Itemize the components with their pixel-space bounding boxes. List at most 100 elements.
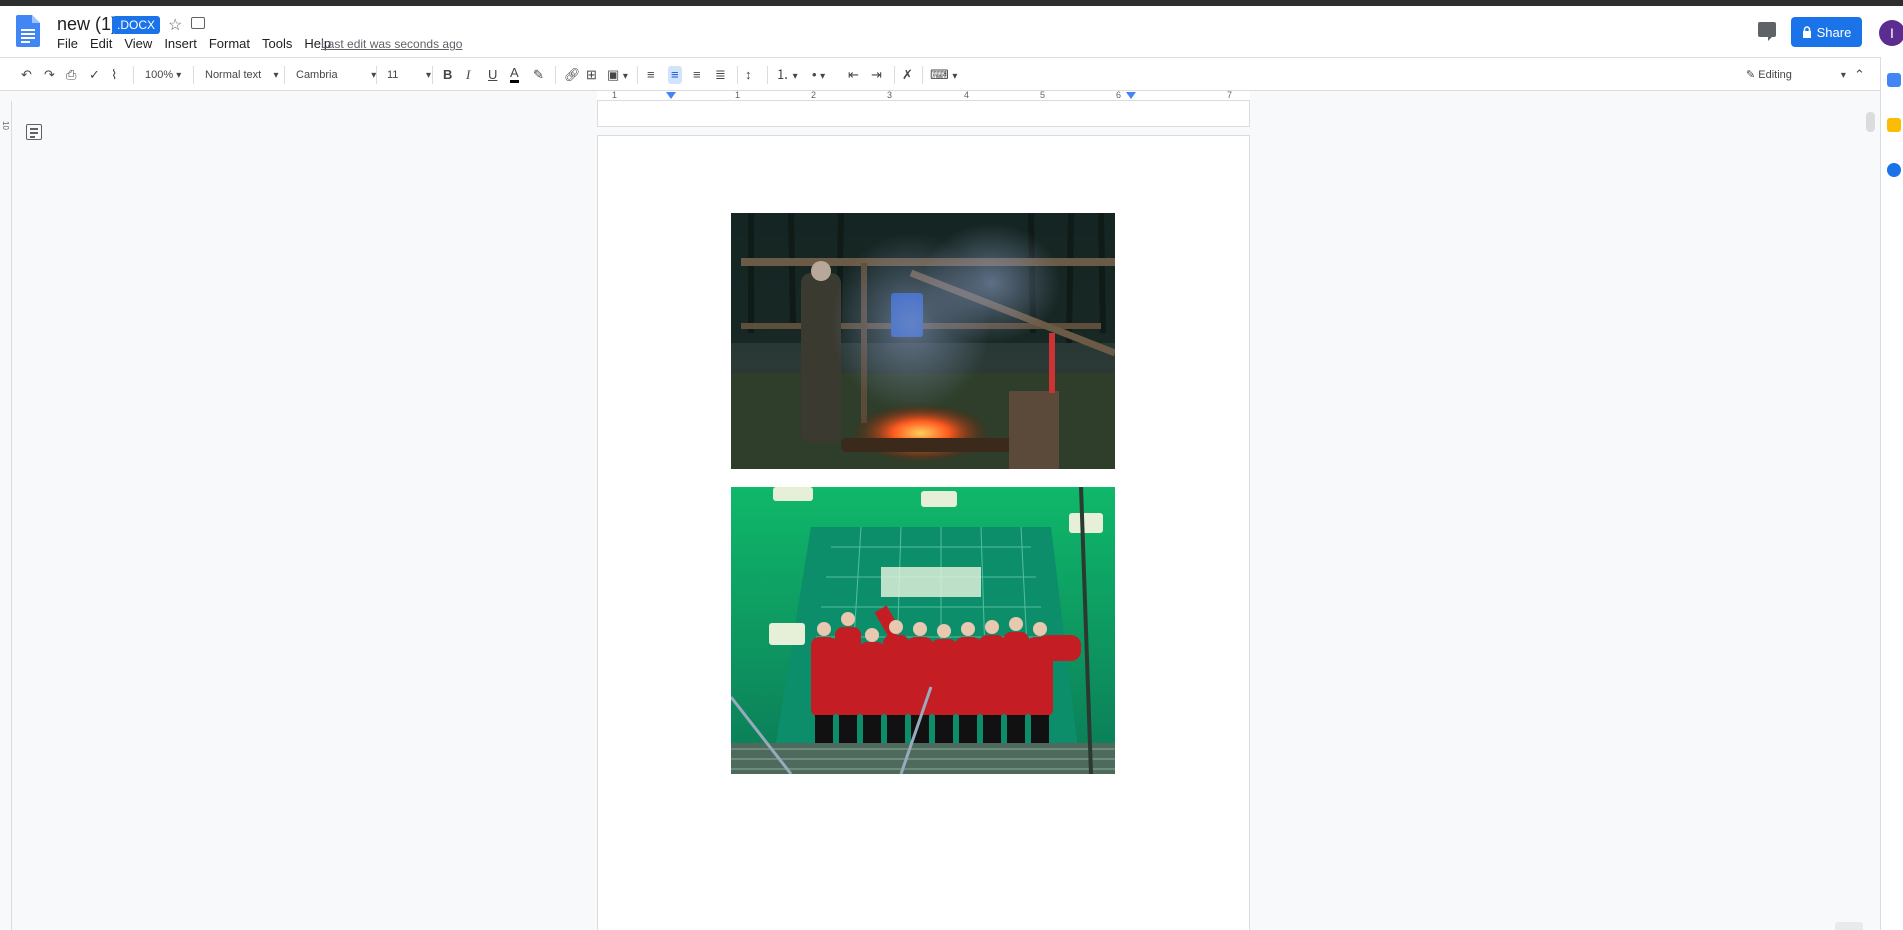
line-spacing-icon[interactable]: ↕ xyxy=(745,67,752,82)
ruler-number: 7 xyxy=(1227,90,1233,100)
docs-logo-icon[interactable] xyxy=(16,15,40,47)
left-indent-marker[interactable] xyxy=(666,92,676,99)
calendar-icon[interactable] xyxy=(1887,73,1901,87)
underline-button[interactable]: U xyxy=(488,67,498,82)
document-outline-icon[interactable] xyxy=(26,124,42,140)
right-indent-marker[interactable] xyxy=(1126,92,1136,99)
align-right-icon[interactable]: ≡ xyxy=(693,67,701,82)
undo-icon[interactable]: ↶ xyxy=(21,67,32,82)
divider xyxy=(637,66,638,84)
chevron-down-icon: ▾ xyxy=(622,71,628,82)
editing-mode-select[interactable]: ✎ Editing ▾ xyxy=(1746,66,1846,84)
scrollbar-thumb[interactable] xyxy=(1866,112,1875,132)
divider xyxy=(922,66,923,84)
decrease-indent-icon[interactable]: ⇤ xyxy=(848,67,859,82)
menu-file[interactable]: File xyxy=(57,36,78,51)
last-edit-link[interactable]: Last edit was seconds ago xyxy=(321,37,463,51)
clear-formatting-icon[interactable]: ✗ xyxy=(902,67,913,82)
ruler-number: 5 xyxy=(1040,90,1046,100)
header: new (1) .DOCX ☆ File Edit View Insert Fo… xyxy=(0,6,1903,57)
divider xyxy=(894,66,895,84)
menu-format[interactable]: Format xyxy=(208,36,250,51)
ruler-number: 6 xyxy=(1116,90,1122,100)
avatar[interactable]: I xyxy=(1879,20,1903,46)
spellcheck-icon[interactable]: ✓ xyxy=(89,67,100,82)
toolbar: ↶ ↷ ⎙ ✓ ⌇ 100% ▾ Normal text ▾ Cambria ▾… xyxy=(0,57,1903,91)
side-panel xyxy=(1880,57,1903,930)
zoom-select[interactable]: 100% ▾ xyxy=(145,66,181,84)
move-folder-icon[interactable] xyxy=(191,17,205,29)
horizontal-ruler[interactable]: 1 1 2 3 4 5 6 7 xyxy=(597,90,1250,101)
divider xyxy=(767,66,768,84)
docx-badge: .DOCX xyxy=(112,16,161,34)
top-strip xyxy=(0,0,1903,6)
font-value: Cambria xyxy=(296,69,338,81)
divider xyxy=(133,66,134,84)
ruler-number: 10 xyxy=(1,121,10,130)
keep-icon[interactable] xyxy=(1887,118,1901,132)
redo-icon[interactable]: ↷ xyxy=(44,67,55,82)
align-left-icon[interactable]: ≡ xyxy=(647,67,655,82)
menu-view[interactable]: View xyxy=(124,36,153,51)
font-select[interactable]: Cambria ▾ xyxy=(296,66,376,84)
menu-bar: File Edit View Insert Format Tools Help xyxy=(57,36,343,51)
star-icon[interactable]: ☆ xyxy=(168,17,183,34)
bold-button[interactable]: B xyxy=(443,67,453,82)
ruler-number: 1 xyxy=(735,90,741,100)
collapse-menus-icon[interactable]: ⌃ xyxy=(1854,67,1865,82)
ruler-number: 4 xyxy=(964,90,970,100)
chevron-down-icon: ▾ xyxy=(273,70,279,81)
divider xyxy=(432,66,433,84)
insert-image-icon[interactable]: ▣ ▾ xyxy=(607,67,628,82)
divider xyxy=(376,66,377,84)
chevron-down-icon: ▾ xyxy=(371,70,377,81)
style-select[interactable]: Normal text ▾ xyxy=(205,66,279,84)
chevron-down-icon: ▾ xyxy=(952,71,958,82)
italic-button[interactable]: I xyxy=(466,67,471,82)
group-photo-stadium[interactable] xyxy=(731,487,1115,774)
align-center-icon[interactable]: ≡ xyxy=(668,66,682,84)
chevron-down-icon: ▾ xyxy=(425,70,431,81)
menu-tools[interactable]: Tools xyxy=(262,36,293,51)
chevron-down-icon: ▾ xyxy=(176,70,182,81)
chevron-down-icon: ▾ xyxy=(792,71,798,82)
ruler-number: 2 xyxy=(811,90,817,100)
doc-title[interactable]: new (1) xyxy=(57,14,118,34)
increase-indent-icon[interactable]: ⇥ xyxy=(871,67,882,82)
comment-history-icon[interactable] xyxy=(1758,22,1776,41)
explore-button[interactable] xyxy=(1835,922,1863,930)
chevron-down-icon: ▾ xyxy=(820,71,826,82)
add-comment-icon[interactable]: ⊞ xyxy=(586,67,597,82)
menu-help[interactable]: Help xyxy=(304,36,332,51)
pencil-icon: ✎ xyxy=(1746,69,1756,81)
previous-page xyxy=(597,101,1250,127)
divider xyxy=(193,66,194,84)
divider xyxy=(737,66,738,84)
menu-edit[interactable]: Edit xyxy=(89,36,113,51)
font-size-select[interactable]: 11 ▾ xyxy=(387,66,431,84)
tasks-icon[interactable] xyxy=(1887,163,1901,177)
input-tools-icon[interactable]: ⌨ ▾ xyxy=(930,67,958,82)
lock-icon xyxy=(1802,26,1811,38)
text-color-button[interactable]: A xyxy=(510,66,519,83)
ruler-number: 3 xyxy=(887,90,893,100)
link-icon[interactable]: 🔗︎ xyxy=(564,67,581,82)
share-label: Share xyxy=(1816,24,1852,40)
menu-insert[interactable]: Insert xyxy=(164,36,197,51)
highlight-icon[interactable]: ✎ xyxy=(533,67,544,82)
bulleted-list-icon[interactable]: • ▾ xyxy=(812,67,826,82)
chevron-down-icon: ▾ xyxy=(1840,70,1846,81)
print-icon[interactable]: ⎙ xyxy=(66,67,77,82)
divider xyxy=(555,66,556,84)
zoom-value: 100% xyxy=(145,69,174,81)
campfire-photo[interactable] xyxy=(731,213,1115,469)
share-button[interactable]: Share xyxy=(1791,17,1862,47)
mode-value: Editing xyxy=(1758,69,1792,81)
divider xyxy=(284,66,285,84)
numbered-list-icon[interactable]: ⒈ ▾ xyxy=(776,67,798,82)
ruler-number: 1 xyxy=(612,90,618,100)
vertical-ruler[interactable]: 10 xyxy=(0,101,12,930)
paint-format-icon[interactable]: ⌇ xyxy=(111,67,118,82)
align-justify-icon[interactable]: ≣ xyxy=(715,67,726,82)
size-value: 11 xyxy=(387,69,399,81)
